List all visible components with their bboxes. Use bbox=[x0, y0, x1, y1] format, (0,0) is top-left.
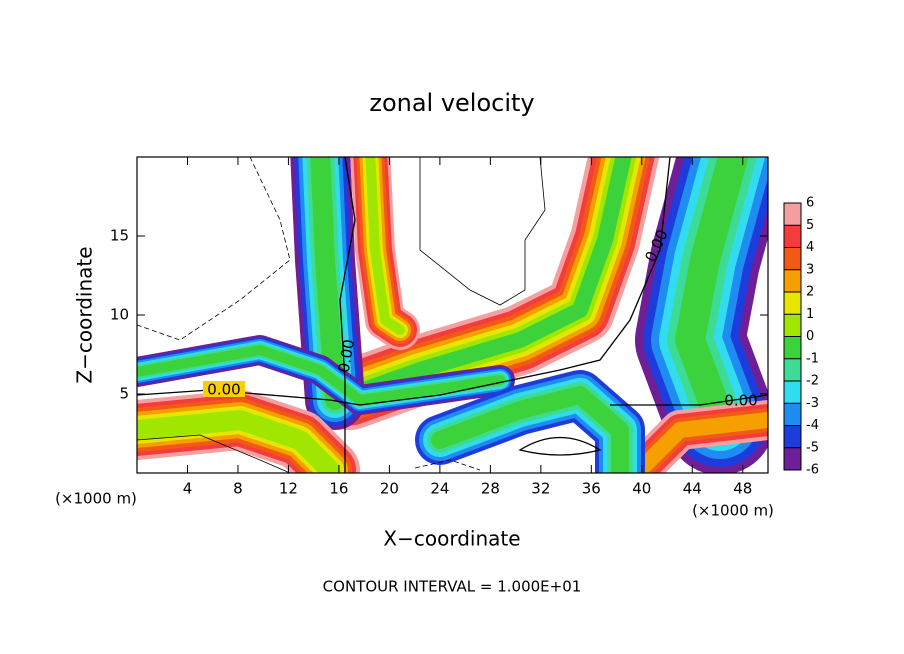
colorbar-tick-label: 4 bbox=[806, 240, 814, 255]
colorbar-tick-label: -5 bbox=[806, 440, 819, 455]
field-band bbox=[137, 410, 340, 473]
colorbar-band bbox=[784, 247, 801, 271]
colorbar-tick-label: 5 bbox=[806, 218, 814, 233]
colorbar-tick-label: -1 bbox=[806, 351, 819, 366]
colorbar-tick-label: -3 bbox=[806, 396, 819, 411]
contour-line bbox=[137, 157, 291, 341]
colorbar-band bbox=[784, 203, 801, 226]
colorbar-tick-label: -4 bbox=[806, 418, 819, 433]
y-tick-label: 10 bbox=[110, 306, 129, 324]
colorbar-tick-label: 0 bbox=[806, 329, 814, 344]
contour-label: 0.00 bbox=[207, 381, 240, 399]
field-band bbox=[675, 157, 749, 435]
chart-title: zonal velocity bbox=[369, 89, 534, 117]
colorbar-band bbox=[784, 336, 801, 360]
colorbar-tick-label: -2 bbox=[806, 374, 819, 389]
colorbar-band bbox=[784, 292, 801, 315]
contour-line bbox=[518, 436, 602, 456]
x-tick-label: 4 bbox=[183, 480, 193, 498]
label-bg bbox=[203, 381, 245, 397]
x-tick-label: 32 bbox=[531, 480, 550, 498]
x-tick-label: 36 bbox=[582, 480, 601, 498]
contours bbox=[137, 157, 768, 473]
colorbar-tick-label: 2 bbox=[806, 285, 814, 300]
colorbar-band bbox=[784, 225, 801, 248]
footer: CONTOUR INTERVAL = 1.000E+01 bbox=[323, 578, 582, 596]
x-unit: (×1000 m) bbox=[692, 502, 774, 520]
y-axis-label: Z−coordinate bbox=[73, 246, 97, 383]
colorbar-band bbox=[784, 314, 801, 337]
contour-line bbox=[414, 459, 481, 471]
x-tick-label: 44 bbox=[683, 480, 702, 498]
contour-line bbox=[339, 157, 356, 473]
contour-line bbox=[137, 434, 291, 473]
colorbar-tick-label: 3 bbox=[806, 262, 814, 277]
contour-label: 0.00 bbox=[724, 392, 757, 410]
colorbar-tick-label: 1 bbox=[806, 307, 814, 322]
colorbar-tick-label: 6 bbox=[806, 196, 814, 211]
x-axis-label: X−coordinate bbox=[383, 527, 520, 551]
colorbar-band bbox=[784, 447, 801, 471]
contour-line bbox=[137, 157, 671, 406]
y-unit: (×1000 m) bbox=[55, 490, 137, 508]
x-tick-label: 24 bbox=[430, 480, 449, 498]
field bbox=[137, 157, 768, 473]
colorbar-tick-label: -6 bbox=[806, 463, 819, 478]
field-band bbox=[365, 157, 405, 335]
x-tick-label: 16 bbox=[329, 480, 348, 498]
colorbar-band bbox=[784, 269, 801, 293]
field-band bbox=[342, 157, 632, 403]
contour-line bbox=[610, 394, 768, 406]
x-tick-label: 20 bbox=[380, 480, 399, 498]
y-tick-label: 15 bbox=[110, 227, 129, 245]
colorbar-band bbox=[784, 403, 801, 426]
contour-label: 0.00 bbox=[335, 338, 359, 374]
y-tick-label: 5 bbox=[119, 385, 129, 403]
field-band bbox=[137, 345, 505, 405]
x-tick-label: 48 bbox=[733, 480, 752, 498]
field-band bbox=[632, 412, 768, 473]
colorbar-band bbox=[784, 358, 801, 382]
x-tick-label: 28 bbox=[481, 480, 500, 498]
x-tick-label: 8 bbox=[233, 480, 243, 498]
contour-line bbox=[419, 157, 546, 306]
colorbar-band bbox=[784, 425, 801, 449]
colorbar-band bbox=[784, 381, 801, 404]
x-tick-label: 40 bbox=[632, 480, 651, 498]
field-band bbox=[431, 386, 629, 473]
x-tick-label: 12 bbox=[279, 480, 298, 498]
